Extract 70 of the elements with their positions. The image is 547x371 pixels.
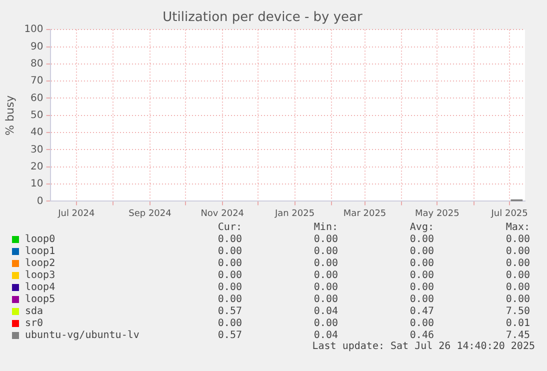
legend-label: sda (24, 306, 44, 317)
text: Max: (504, 222, 530, 233)
text: 0.00 (216, 282, 242, 293)
text: 0.00 (408, 282, 434, 293)
y-tick-label: 70 (30, 76, 44, 87)
chart-title: Utilization per device - by year (162, 10, 364, 26)
text: 0.00 (312, 294, 338, 305)
y-tick-label: 40 (30, 127, 44, 138)
x-tick-label: Jan 2025 (274, 208, 315, 219)
legend-label: loop5 (24, 294, 56, 305)
y-tick-label: 100 (24, 24, 44, 36)
legend-label: sr0 (24, 318, 44, 329)
legend-label: loop2 (24, 258, 56, 269)
y-tick-label: 60 (30, 92, 44, 104)
x-tick-label: May 2025 (414, 208, 460, 219)
text: 0.00 (216, 318, 242, 329)
y-tick-label: 0 (36, 196, 44, 207)
text: 0.00 (504, 258, 530, 269)
text: 0.00 (408, 258, 434, 269)
x-tick-label: Sep 2024 (128, 208, 172, 219)
text: Last update: Sat Jul 26 14:40:20 2025 (311, 341, 535, 352)
y-tick-label: 50 (30, 110, 44, 121)
text: 0.00 (408, 246, 434, 257)
text: 0.00 (504, 282, 530, 293)
text: 0.00 (312, 318, 338, 329)
text: 0.47 (408, 306, 434, 317)
y-axis-title: % busy (3, 94, 16, 136)
text: 0.00 (408, 294, 434, 305)
legend-label: ubuntu-vg/ubuntu-lv (24, 330, 140, 341)
text: Avg: (408, 222, 434, 233)
text: 0.00 (216, 234, 242, 245)
text: 0.00 (312, 270, 338, 281)
y-tick-label: 90 (30, 41, 44, 52)
text: 0.00 (312, 258, 338, 269)
text: 0.00 (408, 234, 434, 245)
x-tick-label: Nov 2024 (200, 208, 244, 219)
text: 0.00 (408, 270, 434, 281)
text: Cur: (216, 222, 242, 233)
text: 0.01 (504, 318, 530, 329)
text: 0.00 (216, 258, 242, 269)
y-tick-label: 10 (30, 178, 44, 190)
text: 0.00 (216, 270, 242, 281)
legend-label: loop1 (24, 246, 56, 257)
text: 0.00 (504, 270, 530, 281)
legend-label: loop3 (24, 270, 56, 281)
text: 0.00 (504, 234, 530, 245)
text: 0.00 (312, 246, 338, 257)
text: 0.00 (312, 234, 338, 245)
x-tick-label: Jul 2024 (57, 208, 95, 219)
text: 0.04 (312, 306, 338, 317)
text: 7.45 (504, 330, 530, 341)
text: 0.04 (312, 330, 338, 341)
text: 0.00 (216, 246, 242, 257)
text: 0.57 (216, 306, 242, 317)
text: 0.00 (504, 294, 530, 305)
text: 0.00 (504, 246, 530, 257)
x-tick-label: Mar 2025 (343, 208, 386, 219)
text: 0.57 (216, 330, 242, 341)
legend-label: loop4 (24, 282, 56, 293)
text: 0.00 (408, 318, 434, 329)
legend-label: loop0 (24, 234, 56, 245)
text: Min: (312, 222, 338, 233)
text: 7.50 (504, 306, 530, 317)
text: 0.00 (216, 294, 242, 305)
x-tick-label: Jul 2025 (490, 208, 528, 219)
text: 0.00 (312, 282, 338, 293)
y-tick-label: 30 (30, 144, 44, 156)
y-tick-label: 80 (30, 58, 44, 70)
text: 0.46 (408, 330, 434, 341)
y-tick-label: 20 (30, 161, 44, 172)
